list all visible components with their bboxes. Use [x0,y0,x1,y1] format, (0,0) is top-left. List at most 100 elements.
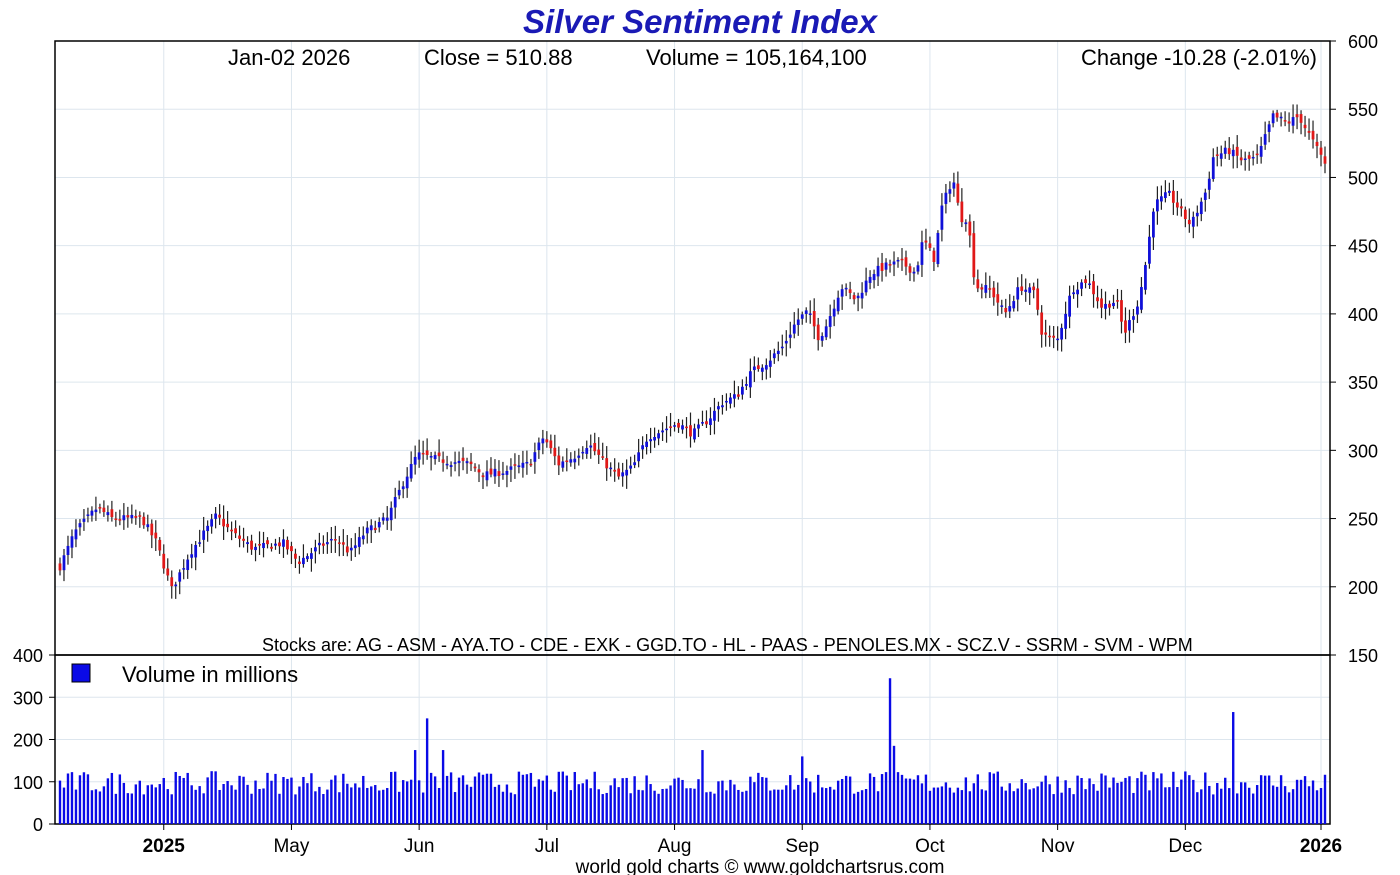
candle [844,283,848,297]
volume-tick-label: 300 [13,688,43,708]
candle [294,548,297,569]
candle-body [202,530,206,540]
candle-body [1156,199,1159,212]
candle-body [310,553,313,559]
candle-body [621,472,625,477]
volume-bar [350,787,353,824]
candle [325,532,329,554]
candle [349,538,353,561]
candle-body [800,314,804,319]
volume-bar [888,678,892,824]
volume-bar [757,772,760,824]
candle [230,521,233,541]
candle [876,257,880,286]
candle-body [1243,158,1247,161]
candle-body [1267,124,1271,132]
volume-bar [1076,775,1079,824]
candle [461,447,465,471]
candle-body [1295,114,1299,118]
volume-bar [150,784,153,824]
volume-bar [222,784,225,824]
candle-body [158,539,162,551]
price-tick-label: 250 [1348,510,1378,530]
candle-body [1128,320,1131,331]
candle-body [314,547,317,552]
price-tick-label: 400 [1348,305,1378,325]
volume-bar [813,792,816,824]
candle-body [337,542,341,544]
candle [242,527,245,548]
volume-bar [493,786,497,824]
candle [1036,278,1040,316]
candle [357,526,361,555]
candle [1259,136,1263,164]
candle [302,544,305,568]
candle-body [1191,216,1195,227]
candle-body [681,425,684,430]
candle [709,407,712,436]
candle-body [597,449,601,455]
candle-body [1291,117,1295,126]
volume-bar [258,788,261,824]
candle-body [198,542,202,544]
candle-body [278,542,281,547]
candle [94,496,98,521]
volume-bar [230,785,233,824]
candle-body [725,400,728,403]
candle-body [1315,141,1319,147]
candle-body [972,233,976,278]
candle [717,401,720,422]
candle-body [393,496,397,508]
candle [936,230,940,268]
candle-body [816,324,820,341]
candle-body [904,257,908,267]
volume-bar [773,789,776,824]
candle-body [852,295,856,300]
candle-body [517,465,521,468]
candle [373,520,377,534]
volume-bar [848,776,852,824]
volume-bar [1295,779,1299,824]
candle [1112,294,1115,309]
volume-bar [1184,771,1187,824]
candle [262,531,265,558]
candle-body [1132,316,1135,320]
candle [1283,111,1287,127]
candle [1132,308,1135,333]
volume-bar [102,786,106,824]
candle [82,509,86,531]
candle [609,462,613,477]
candle [545,431,549,448]
candle [369,519,373,544]
volume-bar [924,774,928,824]
candle [453,451,457,472]
candle-body [321,543,325,546]
candle [337,535,341,557]
candle [310,547,313,572]
candle [1012,295,1016,312]
candle-body [653,436,656,441]
candle [78,519,82,536]
x-tick-label: 2026 [1300,836,1342,857]
candle [780,334,784,356]
candle-body [1287,121,1291,124]
candle [1295,104,1299,130]
candle-body [713,410,716,421]
volume-bar [1048,784,1051,824]
candle [613,458,617,482]
candle [888,259,892,273]
volume-bar [1032,788,1035,824]
volume-bar [453,792,457,824]
price-tick-label: 200 [1348,578,1378,598]
candle [298,555,301,574]
price-gridlines [55,108,1330,588]
candle-body [1056,338,1060,341]
candle-body [561,461,565,468]
candle-body [593,443,597,452]
candle-body [784,340,788,344]
volume-bar [1247,787,1251,824]
candle-body [373,527,377,531]
candle [1004,298,1008,318]
candle-body [461,457,465,461]
candle [214,506,218,529]
